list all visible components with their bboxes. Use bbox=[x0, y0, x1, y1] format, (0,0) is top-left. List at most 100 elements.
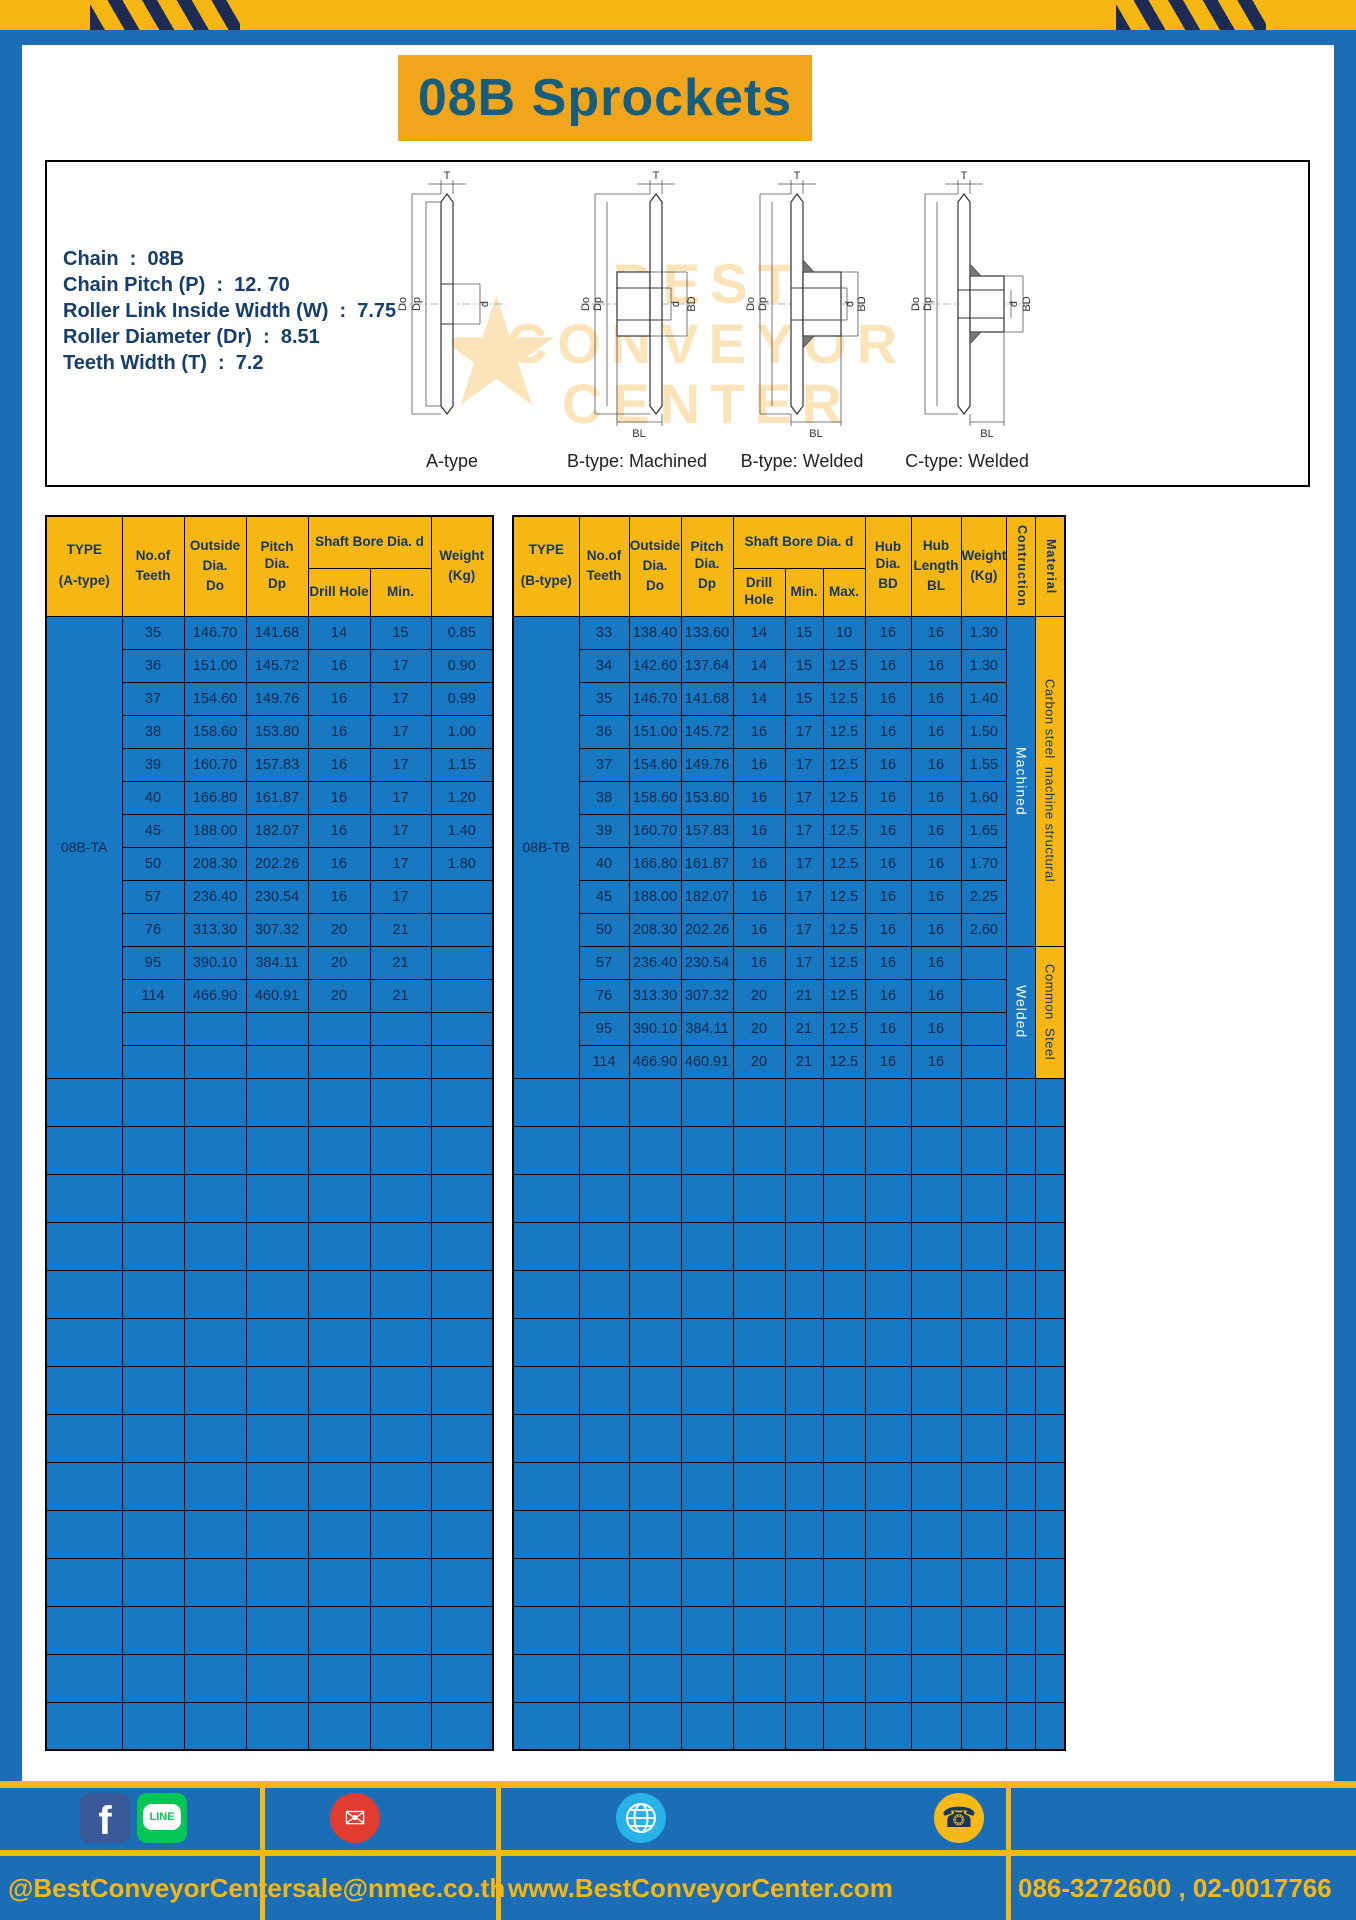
data-cell: 21 bbox=[784, 978, 824, 1013]
empty-cell bbox=[864, 1317, 912, 1367]
empty-cell bbox=[910, 1509, 962, 1559]
empty-cell bbox=[864, 1605, 912, 1655]
empty-cell bbox=[1006, 1701, 1037, 1751]
empty-cell bbox=[45, 1317, 123, 1367]
empty-cell bbox=[45, 1461, 123, 1511]
empty-cell bbox=[680, 1077, 734, 1127]
sprocket-hub bbox=[802, 271, 842, 337]
data-cell: 57 bbox=[121, 879, 185, 914]
empty-cell bbox=[430, 1557, 494, 1607]
data-cell: 146.70 bbox=[183, 615, 247, 650]
empty-row bbox=[45, 1701, 494, 1751]
empty-cell bbox=[960, 1701, 1008, 1751]
data-cell: 16 bbox=[910, 879, 962, 914]
data-cell: 21 bbox=[369, 978, 432, 1013]
empty-cell bbox=[183, 1413, 247, 1463]
empty-cell bbox=[960, 1173, 1008, 1223]
data-cell: 12.5 bbox=[822, 648, 866, 683]
data-cell: 17 bbox=[369, 780, 432, 815]
data-cell: 40 bbox=[121, 780, 185, 815]
empty-row bbox=[512, 1317, 1066, 1367]
data-cell: 12.5 bbox=[822, 978, 866, 1013]
data-cell: 137.64 bbox=[680, 648, 734, 683]
empty-cell bbox=[369, 1173, 432, 1223]
data-cell: 1.30 bbox=[960, 648, 1008, 683]
empty-cell bbox=[183, 1557, 247, 1607]
empty-cell bbox=[960, 1461, 1008, 1511]
table-row: 50 208.30 202.26 16 17 1.80 bbox=[46, 846, 494, 881]
empty-cell bbox=[245, 1557, 309, 1607]
data-cell: 149.76 bbox=[245, 681, 309, 716]
data-cell: 390.10 bbox=[183, 945, 247, 980]
data-cell: 17 bbox=[784, 747, 824, 782]
empty-cell bbox=[680, 1653, 734, 1703]
empty-cell bbox=[1006, 1461, 1037, 1511]
empty-row bbox=[45, 1653, 494, 1703]
empty-cell bbox=[183, 1221, 247, 1271]
header-min: Min. bbox=[784, 567, 824, 617]
empty-cell bbox=[307, 1701, 371, 1751]
empty-cell bbox=[121, 1365, 185, 1415]
data-cell bbox=[430, 879, 494, 914]
data-cell: 16 bbox=[307, 846, 371, 881]
empty-cell bbox=[680, 1365, 734, 1415]
header-type: TYPE (A-type) bbox=[45, 515, 123, 617]
empty-cell bbox=[245, 1365, 309, 1415]
empty-cell bbox=[864, 1557, 912, 1607]
data-cell: 460.91 bbox=[245, 978, 309, 1013]
svg-text:Dp: Dp bbox=[757, 297, 769, 311]
empty-cell bbox=[121, 1221, 185, 1271]
empty-cell bbox=[864, 1365, 912, 1415]
phone-icon: ☎ bbox=[934, 1793, 984, 1843]
empty-cell bbox=[680, 1605, 734, 1655]
data-cell: 16 bbox=[732, 813, 786, 848]
empty-cell bbox=[307, 1317, 371, 1367]
svg-text:d: d bbox=[670, 301, 682, 307]
data-cell bbox=[960, 945, 1008, 980]
data-cell: 17 bbox=[369, 681, 432, 716]
svg-text:Do: Do bbox=[745, 297, 757, 311]
empty-cell bbox=[183, 1077, 247, 1127]
empty-cell bbox=[732, 1365, 786, 1415]
data-cell: 236.40 bbox=[183, 879, 247, 914]
empty-cell bbox=[307, 1077, 371, 1127]
footer-rule bbox=[0, 1781, 1356, 1788]
empty-cell bbox=[1035, 1317, 1066, 1367]
spec-line: Roller Diameter (Dr) : 8.51 bbox=[63, 326, 320, 348]
data-cell: 15 bbox=[784, 615, 824, 650]
svg-text:d: d bbox=[479, 301, 491, 307]
empty-cell bbox=[245, 1269, 309, 1319]
drawing-b-type-welded: T Do Dp d BD BL bbox=[745, 170, 868, 440]
data-cell: 36 bbox=[121, 648, 185, 683]
weld-fillet bbox=[969, 331, 982, 345]
data-cell: 16 bbox=[910, 813, 962, 848]
table-row: 08B-TA 35 146.70 141.68 14 15 0.85 bbox=[45, 615, 494, 1079]
svg-text:Do: Do bbox=[397, 297, 409, 311]
data-cell: 2.25 bbox=[960, 879, 1008, 914]
empty-cell bbox=[732, 1653, 786, 1703]
data-cell: 154.60 bbox=[628, 747, 682, 782]
envelope-glyph: ✉ bbox=[344, 1803, 366, 1833]
data-cell: 384.11 bbox=[245, 945, 309, 980]
header-hub-length: Hub Length BL bbox=[910, 515, 962, 617]
empty-cell bbox=[910, 1557, 962, 1607]
empty-cell bbox=[628, 1125, 682, 1175]
data-cell: 12.5 bbox=[822, 681, 866, 716]
empty-cell bbox=[628, 1365, 682, 1415]
empty-cell bbox=[1006, 1653, 1037, 1703]
data-cell: 12.5 bbox=[822, 912, 866, 947]
data-cell: 0.90 bbox=[430, 648, 494, 683]
empty-cell bbox=[822, 1365, 866, 1415]
data-cell: 39 bbox=[121, 747, 185, 782]
empty-cell bbox=[732, 1317, 786, 1367]
empty-cell bbox=[628, 1653, 682, 1703]
data-cell: 50 bbox=[121, 846, 185, 881]
data-cell: 208.30 bbox=[628, 912, 682, 947]
empty-cell bbox=[784, 1605, 824, 1655]
empty-cell bbox=[578, 1605, 630, 1655]
drawing-a-type: T Do Dp d bbox=[397, 170, 506, 415]
data-cell: 16 bbox=[732, 846, 786, 881]
empty-row bbox=[45, 1317, 494, 1367]
data-cell: 0.85 bbox=[430, 615, 494, 650]
empty-cell bbox=[1006, 1509, 1037, 1559]
